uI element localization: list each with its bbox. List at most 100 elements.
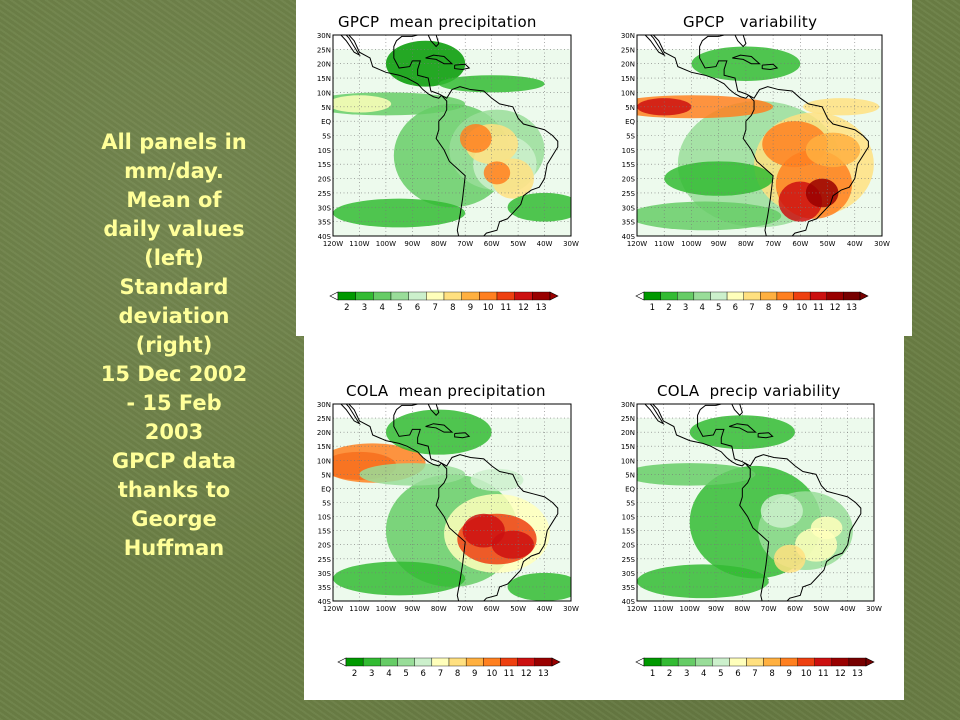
precip-region — [803, 98, 880, 116]
lat-tick-label: 5N — [625, 104, 635, 112]
colorbar-label: 12 — [830, 303, 841, 313]
coastline — [338, 35, 443, 99]
lat-tick-label: 20S — [622, 176, 636, 184]
lat-tick-label: 10S — [622, 147, 636, 155]
lon-tick-label: 100W — [681, 240, 701, 248]
panel-title-cola-variability: COLA precip variability — [657, 382, 841, 400]
lon-tick-label: 70W — [761, 605, 777, 613]
precip-region — [507, 192, 571, 222]
caption-line: thanks to — [117, 478, 231, 502]
lat-tick-label: 10N — [317, 457, 331, 465]
colorbar-swatch — [643, 657, 662, 667]
lon-tick-label: 80W — [738, 240, 754, 248]
colorbar-label: 11 — [818, 669, 829, 679]
lat-tick-label: 5S — [322, 133, 331, 141]
colorbar-label: 10 — [801, 669, 812, 679]
caption-text: All panels in mm/day. Mean of daily values (… — [60, 128, 288, 563]
colorbar-label: 7 — [752, 669, 757, 679]
colorbar-label: 4 — [701, 669, 706, 679]
colorbar-swatch — [831, 657, 850, 667]
colorbar-min-arrow — [337, 657, 347, 667]
lat-tick-label: 25S — [622, 556, 636, 564]
lon-tick-label: 70W — [765, 240, 781, 248]
lat-tick-label: 10N — [621, 457, 635, 465]
colorbar-swatch — [693, 291, 711, 301]
precip-region — [333, 561, 466, 596]
lat-tick-label: 20N — [317, 61, 331, 69]
lat-tick-label: 25N — [317, 415, 331, 423]
colorbar-swatch — [500, 657, 518, 667]
lat-tick-label: EQ — [625, 485, 635, 493]
colorbar-label: 5 — [718, 669, 723, 679]
colorbar-label: 2 — [667, 669, 672, 679]
colorbar-swatch — [461, 291, 480, 301]
precip-region — [333, 95, 392, 113]
lon-tick-label: 50W — [510, 605, 526, 613]
map-panel-3: 30N 25N 20N 15N 10N 5N EQ 5S 10S 15S 20S 25S 30S 35S 4… — [621, 401, 882, 679]
colorbar-max-arrow — [865, 657, 875, 667]
colorbar-max-arrow — [551, 657, 561, 667]
lat-tick-label: 35S — [318, 219, 332, 227]
precip-region — [385, 40, 466, 87]
lon-tick-label: 40W — [840, 605, 856, 613]
colorbar-label: 5 — [716, 303, 721, 313]
coastline — [425, 54, 454, 65]
lon-tick-label: 70W — [457, 605, 473, 613]
colorbar-swatch — [710, 291, 728, 301]
lon-tick-label: 110W — [654, 240, 674, 248]
precip-region — [773, 544, 806, 573]
lat-tick-label: 35S — [318, 584, 332, 592]
colorbar-swatch — [695, 657, 713, 667]
colorbar-swatch — [373, 291, 392, 301]
lon-tick-label: 100W — [680, 605, 700, 613]
colorbar-label: 11 — [500, 303, 511, 313]
lon-tick-label: 60W — [792, 240, 808, 248]
colorbar-swatch — [776, 291, 794, 301]
colorbar-label: 5 — [397, 303, 402, 313]
map-frame — [636, 403, 875, 602]
lon-tick-label: 110W — [349, 605, 369, 613]
lon-tick-label: 90W — [711, 240, 727, 248]
lon-tick-label: 40W — [537, 605, 553, 613]
colorbar-label: 7 — [749, 303, 754, 313]
colorbar-label: 9 — [783, 303, 788, 313]
colorbar-label: 8 — [766, 303, 771, 313]
coastline — [742, 86, 869, 236]
colorbar-swatch — [397, 657, 415, 667]
coastline — [644, 404, 665, 426]
coastline — [739, 454, 862, 601]
lat-tick-label: 15N — [621, 75, 635, 83]
colorbar-label: 12 — [518, 303, 529, 313]
lat-tick-label: 30N — [317, 401, 331, 409]
coastline — [728, 423, 757, 433]
lat-tick-label: 40S — [318, 598, 332, 606]
lon-tick-label: 60W — [484, 240, 500, 248]
lat-tick-label: 15N — [621, 443, 635, 451]
precip-region — [810, 516, 843, 540]
colorbar-swatch — [746, 657, 764, 667]
caption-line: Standard — [119, 275, 229, 299]
lat-tick-label: 30S — [318, 204, 332, 212]
map-frame — [636, 34, 883, 237]
colorbar-swatch — [843, 291, 861, 301]
lon-tick-label: 90W — [404, 240, 420, 248]
colorbar-swatch — [660, 657, 679, 667]
precip-region — [637, 98, 692, 116]
colorbar-swatch — [514, 291, 533, 301]
caption-line: (right) — [135, 333, 213, 357]
colorbar-label: 2 — [666, 303, 671, 313]
colorbar-swatch — [390, 291, 409, 301]
precip-region — [760, 494, 803, 528]
lon-tick-label: 100W — [376, 240, 396, 248]
colorbar-swatch — [426, 291, 445, 301]
colorbar-swatch — [496, 291, 515, 301]
lat-tick-label: 20S — [318, 176, 332, 184]
lat-tick-label: 30N — [621, 401, 635, 409]
colorbar-label: 11 — [813, 303, 824, 313]
lat-tick-label: 25N — [317, 46, 331, 54]
colorbar-label: 5 — [403, 669, 408, 679]
colorbar-swatch — [337, 291, 356, 301]
colorbar-swatch — [448, 657, 467, 667]
colorbar-label: 8 — [455, 669, 460, 679]
